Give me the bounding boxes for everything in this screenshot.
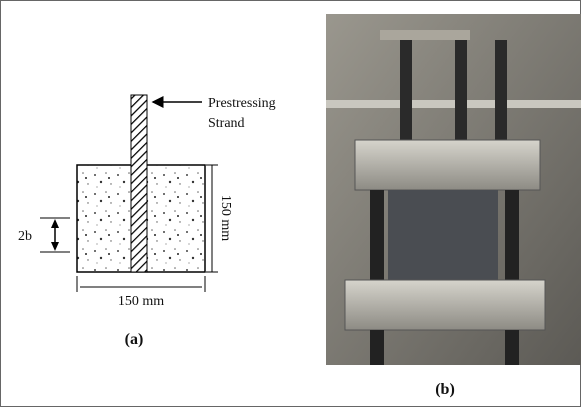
rod	[370, 190, 384, 290]
caption: (b)	[435, 381, 455, 398]
embed-arrows	[51, 219, 59, 251]
strand	[130, 94, 148, 273]
width-label: 150 mm	[118, 294, 164, 309]
rod	[505, 330, 519, 365]
frame-bar	[326, 100, 581, 108]
rod	[455, 40, 467, 140]
rod	[495, 40, 507, 150]
concrete-cube	[388, 190, 498, 285]
rod	[505, 190, 519, 290]
rod	[400, 40, 412, 140]
embed-label: 2b	[18, 229, 32, 244]
strand-label: Prestressing	[208, 96, 276, 111]
caption: (a)	[125, 331, 144, 348]
height-label: 150 mm	[218, 195, 233, 241]
panel-a: Prestressing Strand 150 mm 2b 150 mm (a)	[18, 94, 276, 348]
strand-label: Strand	[208, 116, 245, 131]
top-plate	[354, 139, 541, 191]
panel-b-photo	[326, 14, 581, 365]
crosshead	[380, 30, 470, 40]
bottom-plate	[344, 279, 546, 331]
rod	[370, 330, 384, 365]
